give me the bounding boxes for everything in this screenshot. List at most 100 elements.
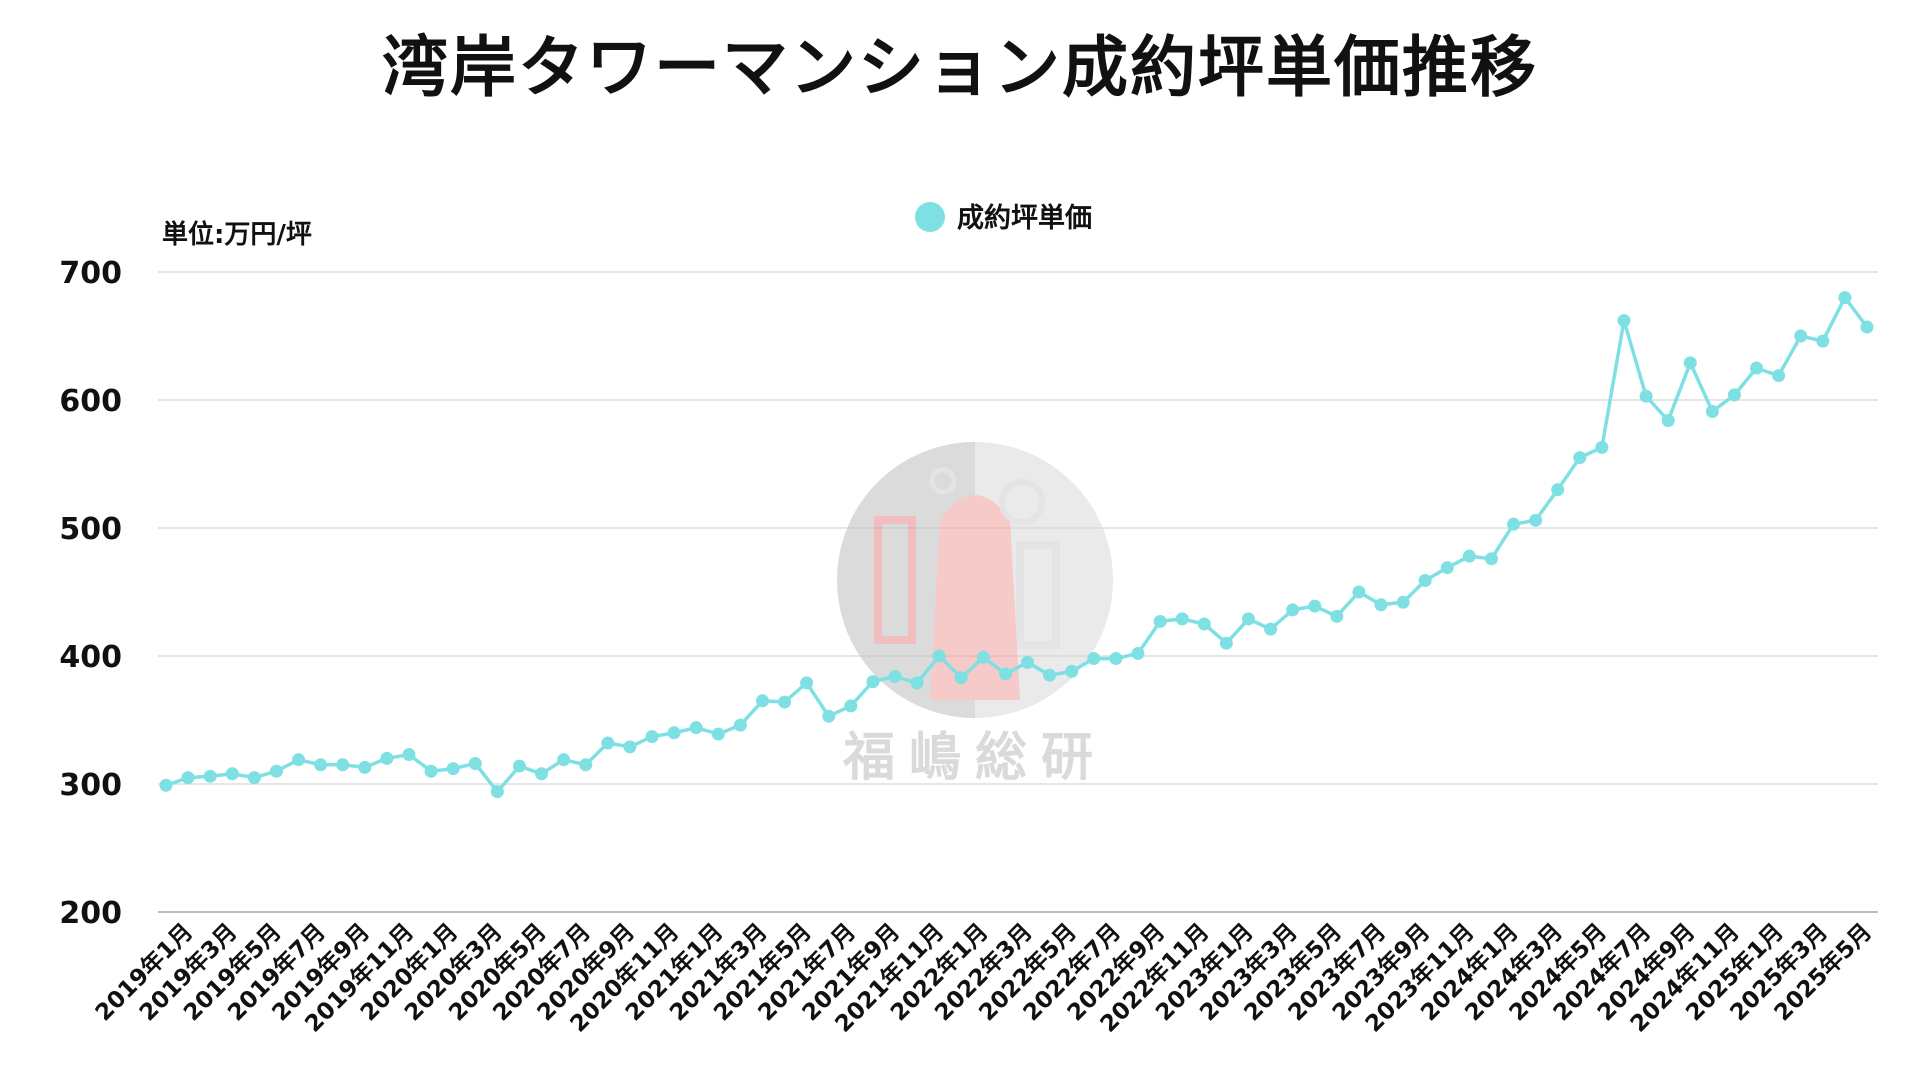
data-point [380, 751, 394, 765]
data-point [1109, 652, 1123, 666]
data-point [778, 695, 792, 709]
data-point [1772, 369, 1786, 383]
data-point [1065, 664, 1079, 678]
data-point [1617, 314, 1631, 328]
data-point [1219, 636, 1233, 650]
data-point [844, 699, 858, 713]
y-tick-label: 700 [59, 256, 122, 291]
data-point [1021, 655, 1035, 669]
data-point [1661, 413, 1675, 427]
gear-small-icon [929, 467, 957, 495]
y-tick-label: 300 [59, 768, 122, 803]
data-point [225, 767, 239, 781]
data-point [1551, 483, 1565, 497]
y-tick-label: 500 [59, 512, 122, 547]
data-point [1241, 612, 1255, 626]
data-point [1286, 603, 1300, 617]
data-point [645, 730, 659, 744]
data-point [579, 758, 593, 772]
data-point [800, 676, 814, 690]
data-point [402, 748, 416, 762]
data-point [1529, 513, 1543, 527]
gear-icon [999, 479, 1045, 525]
data-point [1639, 389, 1653, 403]
watermark-building-left [874, 516, 916, 644]
watermark-building-right [1016, 541, 1060, 649]
data-point [822, 709, 836, 723]
x-axis-ticks: 2019年1月2019年3月2019年5月2019年7月2019年9月2019年… [90, 918, 1877, 1038]
legend: 成約坪単価 [915, 202, 1092, 234]
data-point [159, 778, 173, 792]
y-tick-label: 200 [59, 896, 122, 931]
data-point [1462, 549, 1476, 563]
series-points-layer [159, 291, 1874, 799]
data-point [623, 740, 637, 754]
data-point [535, 767, 549, 781]
data-point [1352, 585, 1366, 599]
data-point [1838, 291, 1852, 305]
data-point [733, 718, 747, 732]
data-point [1595, 440, 1609, 454]
data-point [1175, 612, 1189, 626]
data-point [1308, 599, 1322, 613]
data-point [1860, 320, 1874, 334]
data-point [358, 760, 372, 774]
data-point [1484, 552, 1498, 566]
data-point [601, 736, 615, 750]
data-point [910, 676, 924, 690]
data-point [1396, 595, 1410, 609]
data-point [954, 671, 968, 685]
data-point [336, 758, 350, 772]
data-point [1374, 598, 1388, 612]
watermark-logo: 福嶋総研 [837, 442, 1113, 788]
data-point [181, 771, 195, 785]
data-point [1727, 388, 1741, 402]
data-point [1153, 614, 1167, 628]
data-point [292, 753, 306, 767]
chart-title: 湾岸タワーマンション成約坪単価推移 [382, 29, 1538, 106]
data-point [269, 764, 283, 778]
y-axis-ticks: 200 300 400 500 600 700 [59, 256, 122, 931]
legend-marker [915, 202, 945, 232]
y-tick-label: 600 [59, 384, 122, 419]
data-point [203, 769, 217, 783]
data-point [557, 753, 571, 767]
unit-label: 単位:万円/坪 [162, 219, 312, 250]
data-point [1816, 334, 1830, 348]
data-point [976, 650, 990, 664]
data-point [1750, 361, 1764, 375]
watermark-figure [930, 495, 1020, 700]
data-point [490, 785, 504, 799]
data-point [468, 757, 482, 771]
data-point [1573, 451, 1587, 465]
data-point [314, 758, 328, 772]
data-point [1131, 646, 1145, 660]
data-point [1087, 652, 1101, 666]
data-point [711, 727, 725, 741]
data-point [755, 694, 769, 708]
data-point [866, 675, 880, 689]
data-point [1330, 609, 1344, 623]
data-point [1440, 561, 1454, 575]
data-point [247, 771, 261, 785]
data-point [424, 764, 438, 778]
data-point [1197, 617, 1211, 631]
data-point [1264, 622, 1278, 636]
data-point [888, 669, 902, 683]
data-point [667, 726, 681, 740]
watermark-text: 福嶋総研 [842, 728, 1107, 788]
data-point [512, 759, 526, 773]
data-point [1043, 668, 1057, 682]
legend-label: 成約坪単価 [957, 202, 1092, 234]
data-point [998, 667, 1012, 681]
data-point [1705, 405, 1719, 419]
y-tick-label: 400 [59, 640, 122, 675]
data-point [1794, 329, 1808, 343]
data-point [932, 649, 946, 663]
data-point [1683, 356, 1697, 370]
data-point [689, 721, 703, 735]
data-point [1507, 517, 1521, 531]
data-point [446, 762, 460, 776]
data-point [1418, 573, 1432, 587]
